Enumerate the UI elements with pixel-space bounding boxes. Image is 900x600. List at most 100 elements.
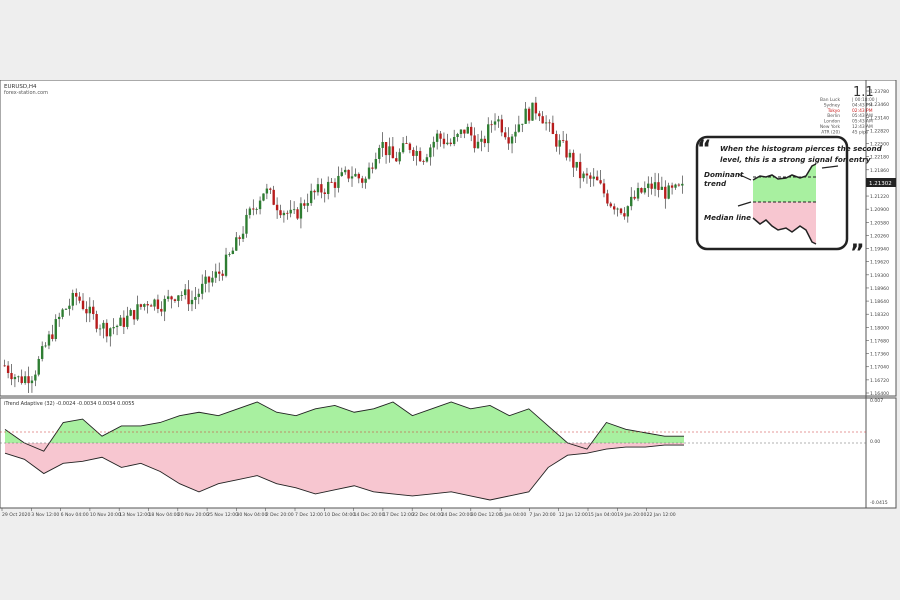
session-city: ATR (20) (821, 129, 840, 135)
price-tick-label: 1.19620 (870, 260, 889, 266)
candle-body (85, 309, 88, 314)
candle-body (490, 124, 493, 126)
time-tick-label: 29 Oct 2020 (2, 512, 30, 517)
candle-body (456, 133, 459, 138)
session-time: 04:43 PM (852, 102, 873, 108)
candle-body (582, 173, 585, 179)
candle-body (68, 305, 71, 309)
candle-body (378, 147, 381, 159)
price-tick-label: 1.21860 (870, 168, 889, 174)
candle-body (449, 142, 452, 145)
candle-body (292, 209, 296, 211)
candle-body (57, 316, 61, 320)
callout-line1: When the histogram pierces the second (720, 144, 883, 153)
candle-body (398, 152, 401, 162)
callout-green-area (753, 164, 816, 202)
candle-body (296, 209, 299, 219)
candle-body (183, 289, 187, 296)
candle-body (541, 116, 544, 124)
candle-body (146, 304, 149, 306)
time-tick-label: 15 Jan 04:00 (588, 512, 617, 517)
time-tick-label: 30 Nov 04:00 (236, 512, 267, 517)
candles-group (3, 96, 684, 394)
candle-body (98, 328, 102, 330)
session-time: 02:43 PM (852, 108, 873, 114)
candle-body (109, 328, 112, 337)
candle-body (653, 182, 657, 189)
candle-body (538, 113, 541, 117)
price-tick-label: 1.18640 (870, 299, 889, 305)
candle-body (657, 182, 660, 190)
time-tick-label: 7 Dec 12:00 (295, 512, 323, 517)
candle-body (473, 135, 476, 149)
time-tick-label: 19 Jan 20:00 (617, 512, 646, 517)
candle-body (37, 358, 40, 375)
session-city: Tokyo (827, 108, 841, 114)
candle-body (258, 200, 262, 210)
candle-body (180, 295, 183, 296)
indicator-tick-label: 0.007 (870, 398, 883, 404)
candle-body (306, 203, 309, 206)
candle-body (435, 133, 439, 142)
price-tick-label: 1.20260 (870, 233, 889, 239)
candle-body (238, 237, 241, 239)
candle-body (521, 123, 524, 125)
callout-arrow-median (737, 201, 752, 207)
price-tick-label: 1.19940 (870, 247, 889, 253)
candle-body (452, 137, 456, 145)
current-price-tag (866, 178, 896, 187)
price-tick-label: 1.23140 (870, 115, 889, 121)
candle-body (367, 167, 371, 179)
candle-body (565, 140, 568, 158)
candle-body (439, 133, 442, 139)
candle-body (551, 122, 555, 134)
candle-body (136, 304, 139, 320)
candle-body (469, 126, 473, 136)
candle-body (483, 138, 486, 144)
candle-body (105, 322, 109, 337)
time-tick-label: 24 Dec 20:00 (442, 512, 473, 517)
session-table: Ban Luck | 00:18:00 | Sydney 04:43 PM Tokyo 0… (820, 97, 878, 135)
candle-body (286, 212, 289, 214)
candle-body (466, 126, 469, 134)
candle-body (309, 190, 313, 204)
candle-body (674, 184, 677, 188)
price-tick-label: 1.20900 (870, 207, 889, 213)
candle-body (544, 122, 548, 124)
candle-body (149, 305, 153, 307)
median-line (4, 444, 684, 501)
price-tick-label: 1.23780 (870, 89, 889, 95)
session-city: New York (820, 124, 841, 130)
candle-body (408, 143, 412, 150)
candle-body (350, 176, 354, 179)
candle-body (323, 192, 326, 194)
candle-body (418, 151, 422, 162)
candle-body (463, 129, 466, 134)
callout-dominant2: trend (704, 179, 727, 188)
dominant-trend-line (4, 401, 684, 452)
candle-body (606, 193, 609, 204)
candle-body (51, 334, 54, 339)
candle-body (640, 188, 643, 193)
indicator-tick-label: 0.00 (870, 439, 880, 445)
candle-body (95, 314, 98, 329)
candle-body (374, 158, 378, 169)
candle-body (143, 304, 146, 307)
session-city: Ban Luck (820, 97, 840, 103)
candle-body (265, 188, 269, 194)
candle-body (207, 276, 211, 283)
time-axis: 29 Oct 2020 3 Nov 12:00 6 Nov 04:00 10 Nov … (1, 508, 676, 517)
candle-body (500, 119, 504, 133)
candle-body (609, 203, 612, 207)
candle-body (27, 376, 30, 384)
candle-body (187, 289, 190, 305)
callout-median: Median line (704, 213, 751, 222)
candle-body (575, 161, 578, 168)
price-tick-label: 1.22180 (870, 155, 889, 161)
candle-body (429, 147, 432, 158)
candle-body (241, 233, 245, 239)
time-tick-label: 17 Dec 12:00 (383, 512, 414, 517)
chart-window: 1.23780 1.23460 1.23140 1.22820 1.22500 1.221… (0, 80, 900, 517)
candle-body (272, 189, 275, 205)
median-area (5, 443, 684, 500)
